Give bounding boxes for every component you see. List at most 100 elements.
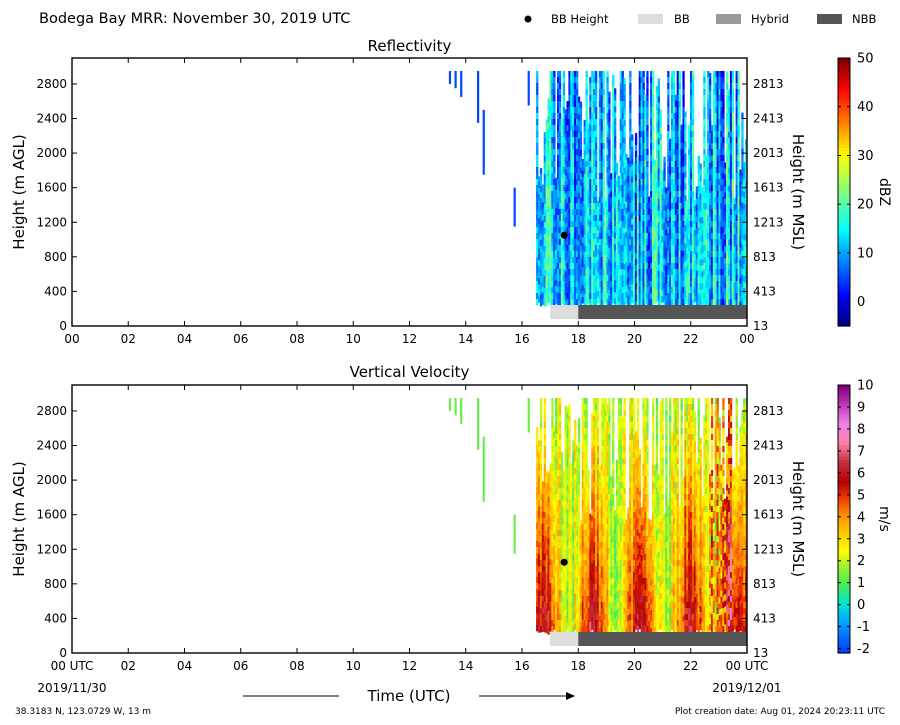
heatmap-cell: [536, 155, 539, 162]
heatmap-cell: [557, 512, 560, 519]
heatmap-cell: [600, 275, 603, 282]
heatmap-cell: [545, 524, 548, 532]
heatmap-cell: [576, 607, 579, 614]
heatmap-cell: [667, 245, 670, 252]
heatmap-cell: [657, 144, 660, 151]
heatmap-cell: [745, 223, 747, 230]
heatmap-cell: [621, 173, 624, 180]
heatmap-cell: [699, 265, 702, 272]
heatmap-cell: [638, 281, 641, 288]
heatmap-cell: [709, 150, 712, 158]
heatmap-cell: [669, 258, 672, 266]
heatmap-cell: [688, 263, 691, 270]
heatmap-cell: [703, 185, 706, 192]
heatmap-cell: [576, 589, 579, 596]
heatmap-cell: [640, 83, 643, 90]
heatmap-cell: [636, 167, 640, 175]
heatmap-cell: [729, 179, 733, 186]
heatmap-cell: [555, 464, 558, 471]
heatmap-cell: [572, 614, 575, 621]
heatmap-cell: [579, 191, 583, 199]
heatmap-cell: [663, 222, 666, 230]
heatmap-cell: [612, 272, 615, 280]
heatmap-cell: [615, 210, 619, 218]
heatmap-cell: [587, 601, 590, 609]
heatmap-cell: [705, 257, 708, 264]
heatmap-cell: [686, 241, 689, 249]
heatmap-cell: [547, 484, 550, 491]
heatmap-cell: [636, 155, 640, 163]
heatmap-cell: [570, 463, 573, 470]
heatmap-cell: [728, 95, 731, 102]
heatmap-cell: [733, 234, 736, 241]
heatmap-cell: [655, 217, 659, 225]
heatmap-cell: [709, 294, 712, 302]
heatmap-cell: [566, 407, 569, 414]
heatmap-cell: [574, 275, 577, 282]
y-tick-label-right: 1213: [753, 215, 784, 229]
heatmap-cell: [589, 269, 592, 276]
heatmap-cell: [646, 113, 649, 120]
heatmap-cell: [737, 125, 740, 132]
heatmap-cell: [557, 620, 560, 627]
heatmap-cell: [669, 156, 672, 164]
heatmap-cell: [631, 224, 634, 231]
heatmap-cell: [650, 161, 653, 168]
heatmap-cell: [682, 263, 685, 270]
heatmap-cell: [595, 608, 598, 615]
heatmap-cell: [549, 493, 552, 500]
heatmap-cell: [737, 143, 740, 150]
heatmap-cell: [581, 608, 584, 615]
heatmap-cell: [735, 227, 738, 234]
heatmap-cell: [543, 602, 546, 609]
heatmap-cell: [536, 143, 539, 150]
heatmap-cell: [655, 181, 659, 189]
heatmap-cell: [722, 269, 725, 276]
heatmap-cell: [691, 185, 695, 192]
heatmap-cell: [728, 281, 731, 288]
heatmap-cell: [608, 169, 611, 177]
heatmap-cell: [633, 161, 636, 169]
heatmap-cell: [739, 259, 742, 266]
heatmap-cell: [650, 167, 653, 174]
heatmap-cell: [728, 197, 731, 204]
heatmap-cell: [536, 245, 539, 252]
heatmap-cell: [655, 145, 659, 153]
heatmap-cell: [551, 131, 554, 138]
heatmap-cell: [710, 191, 714, 198]
heatmap-cell: [564, 628, 567, 635]
heatmap-cell: [735, 245, 738, 252]
heatmap-cell: [707, 251, 710, 258]
heatmap-cell: [629, 131, 632, 138]
heatmap-cell: [606, 167, 609, 174]
heatmap-cell: [608, 277, 611, 285]
heatmap-cell: [596, 248, 600, 256]
heatmap-cell: [707, 245, 710, 252]
heatmap-cell: [650, 185, 653, 192]
heatmap-cell: [665, 223, 668, 230]
heatmap-cell: [682, 161, 685, 168]
heatmap-cell: [718, 293, 721, 300]
heatmap-cell: [648, 214, 651, 221]
colorbar-step: [838, 293, 850, 297]
heatmap-cell: [699, 241, 702, 248]
heatmap-cell: [650, 107, 653, 114]
heatmap-cell: [629, 239, 632, 246]
heatmap-cell: [581, 620, 584, 627]
heatmap-cell: [714, 143, 717, 150]
heatmap-cell: [543, 548, 546, 555]
heatmap-cell: [646, 179, 649, 186]
heatmap-cell: [538, 620, 541, 627]
heatmap-cell: [659, 217, 662, 224]
heatmap-cell: [728, 215, 731, 222]
heatmap-cell: [545, 167, 548, 174]
heatmap-cell: [557, 530, 560, 537]
heatmap-cell: [568, 566, 571, 573]
heatmap-cell: [549, 143, 552, 150]
heatmap-cell: [652, 113, 655, 120]
heatmap-cell: [549, 583, 552, 590]
heatmap-cell: [598, 113, 602, 120]
heatmap-cell: [716, 83, 719, 90]
heatmap-cell: [570, 275, 573, 282]
heatmap-cell: [684, 273, 687, 280]
